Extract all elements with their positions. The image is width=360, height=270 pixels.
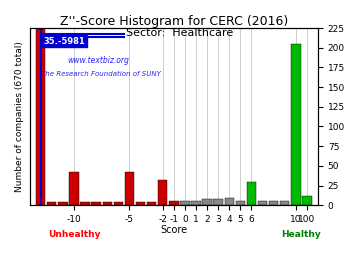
Text: Unhealthy: Unhealthy	[48, 230, 100, 239]
Text: Sector:  Healthcare: Sector: Healthcare	[126, 28, 234, 38]
Bar	[247, 182, 256, 205]
X-axis label: Score: Score	[160, 225, 187, 235]
Bar	[191, 201, 201, 205]
Bar	[225, 198, 234, 205]
Bar	[269, 201, 278, 205]
Bar	[136, 202, 145, 205]
Bar	[103, 202, 112, 205]
Bar	[180, 201, 190, 205]
Bar	[47, 202, 57, 205]
Text: www.textbiz.org: www.textbiz.org	[67, 56, 129, 65]
Text: Healthy: Healthy	[282, 230, 321, 239]
Text: The Research Foundation of SUNY: The Research Foundation of SUNY	[41, 71, 161, 77]
Bar	[169, 201, 179, 205]
Bar	[69, 172, 78, 205]
Bar	[236, 201, 245, 205]
Bar	[213, 199, 223, 205]
Bar	[258, 201, 267, 205]
Bar	[58, 202, 68, 205]
Bar	[91, 202, 101, 205]
Bar	[202, 199, 212, 205]
Bar	[147, 202, 156, 205]
Bar	[280, 201, 289, 205]
Text: 35.-5981: 35.-5981	[44, 37, 86, 46]
Bar	[80, 202, 90, 205]
Y-axis label: Number of companies (670 total): Number of companies (670 total)	[15, 41, 24, 192]
Title: Z''-Score Histogram for CERC (2016): Z''-Score Histogram for CERC (2016)	[60, 15, 288, 28]
Bar	[125, 172, 134, 205]
Bar	[158, 180, 167, 205]
Bar	[302, 196, 312, 205]
Bar	[36, 28, 45, 205]
Bar	[291, 44, 301, 205]
Bar	[114, 202, 123, 205]
